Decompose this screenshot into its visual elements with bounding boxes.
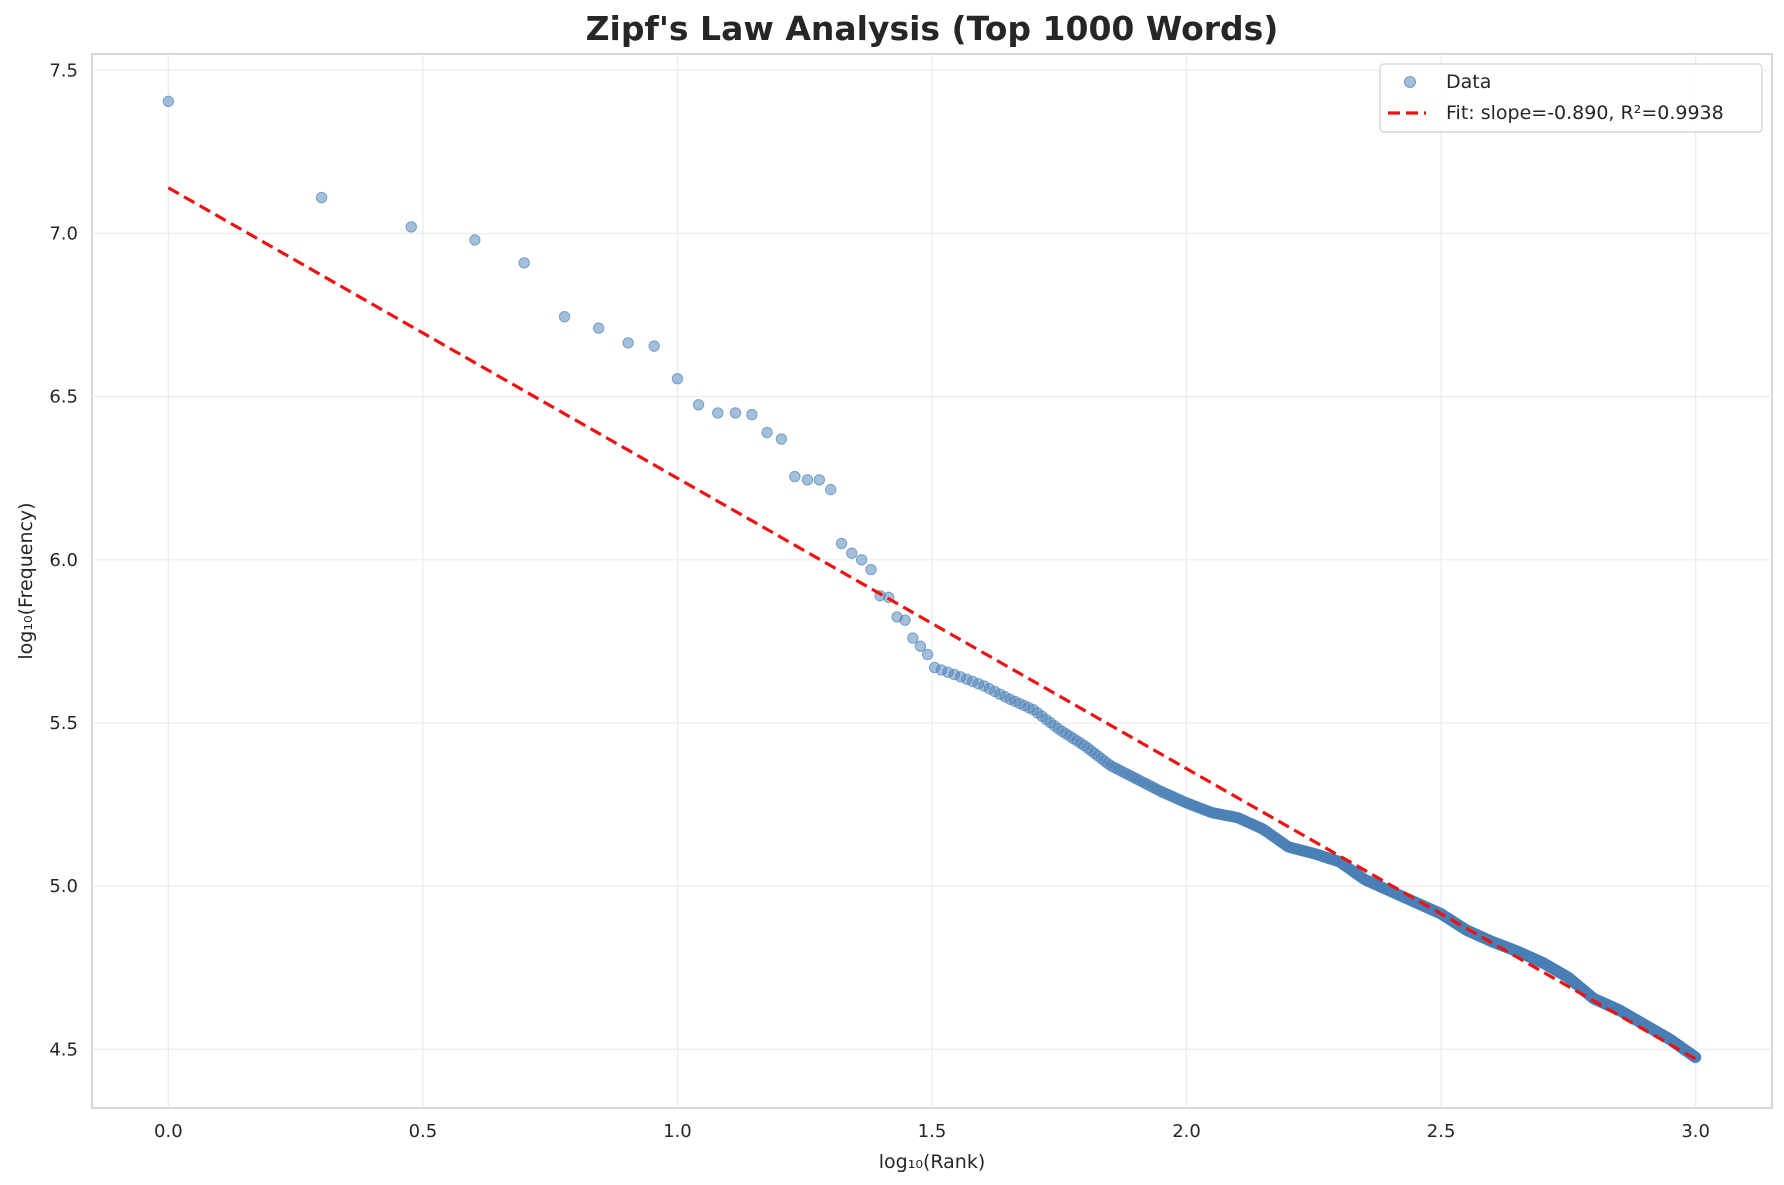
- data-point: [775, 433, 788, 445]
- y-tick-labels: 4.5 5.0 5.5 6.0 6.5 7.0 7.5: [49, 60, 78, 1060]
- legend: Data Fit: slope=-0.890, R²=0.9938: [1379, 63, 1763, 133]
- x-tick-label: 0.5: [409, 1121, 438, 1142]
- data-point: [813, 474, 826, 486]
- data-point: [692, 399, 705, 411]
- data-point: [405, 221, 417, 233]
- data-point: [921, 648, 934, 661]
- grid-lines: [92, 54, 1772, 1108]
- fit-line: [167, 186, 1697, 1061]
- data-point: [712, 407, 724, 419]
- y-tick-label: 5.0: [49, 876, 78, 897]
- x-tick-label: 1.5: [918, 1121, 947, 1142]
- y-tick-label: 6.5: [49, 387, 78, 408]
- data-point: [835, 537, 848, 550]
- data-point: [746, 408, 758, 421]
- data-point: [729, 407, 742, 419]
- chart-title: Zipf's Law Analysis (Top 1000 Words): [586, 9, 1279, 48]
- x-tick-labels: 0.0 0.5 1.0 1.5 2.0 2.5 3.0: [154, 1121, 1710, 1142]
- y-tick-label: 6.0: [49, 550, 78, 571]
- data-point: [162, 95, 175, 108]
- data-point: [558, 310, 571, 323]
- data-point: [914, 640, 927, 652]
- data-point: [648, 340, 660, 352]
- data-point: [865, 563, 877, 576]
- y-tick-label: 7.5: [49, 60, 78, 81]
- data-point: [761, 426, 773, 439]
- x-tick-label: 2.5: [1427, 1121, 1456, 1142]
- data-point: [855, 554, 868, 566]
- data-point: [315, 191, 328, 204]
- data-point: [789, 470, 801, 483]
- data-point: [622, 337, 634, 349]
- data-point: [907, 632, 919, 644]
- y-tick-label: 7.0: [49, 223, 78, 244]
- data-point: [846, 547, 858, 559]
- y-tick-label: 5.5: [49, 713, 78, 734]
- x-tick-label: 1.0: [663, 1121, 692, 1142]
- data-point: [825, 483, 837, 496]
- x-tick-label: 3.0: [1681, 1121, 1710, 1142]
- data-point: [518, 257, 530, 269]
- data-point: [469, 234, 481, 246]
- y-axis-label: log₁₀(Frequency): [15, 502, 37, 659]
- legend-marker-data: [1404, 76, 1416, 88]
- legend-label-fit: Fit: slope=-0.890, R²=0.9938: [1446, 102, 1724, 124]
- x-tick-label: 2.0: [1172, 1121, 1201, 1142]
- legend-box: [1379, 63, 1763, 133]
- data-point: [592, 322, 605, 334]
- data-point: [899, 614, 911, 626]
- x-axis-label: log₁₀(Rank): [879, 1151, 986, 1173]
- legend-label-data: Data: [1446, 71, 1491, 93]
- data-point: [801, 474, 814, 486]
- x-tick-label: 0.0: [154, 1121, 183, 1142]
- y-tick-label: 4.5: [49, 1039, 78, 1060]
- data-point: [671, 372, 684, 385]
